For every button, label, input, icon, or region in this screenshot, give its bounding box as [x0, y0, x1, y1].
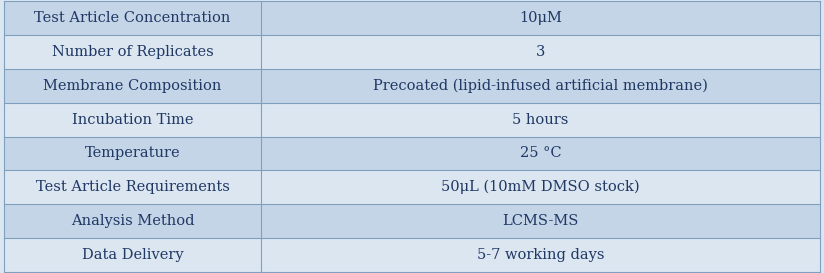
- Bar: [4, 170, 820, 204]
- Text: Incubation Time: Incubation Time: [72, 112, 194, 127]
- Bar: [4, 1, 820, 35]
- Bar: [4, 35, 820, 69]
- Text: Number of Replicates: Number of Replicates: [52, 45, 213, 59]
- Text: 25 °C: 25 °C: [520, 146, 561, 161]
- Bar: [4, 238, 820, 272]
- Bar: [4, 204, 820, 238]
- Bar: [4, 69, 820, 103]
- Bar: [4, 103, 820, 136]
- Text: Test Article Concentration: Test Article Concentration: [35, 11, 231, 25]
- Text: 50μL (10mM DMSO stock): 50μL (10mM DMSO stock): [441, 180, 639, 194]
- Text: Test Article Requirements: Test Article Requirements: [35, 180, 230, 194]
- Text: LCMS-MS: LCMS-MS: [503, 214, 578, 228]
- Text: Precoated (lipid-infused artificial membrane): Precoated (lipid-infused artificial memb…: [373, 79, 708, 93]
- Text: Analysis Method: Analysis Method: [71, 214, 194, 228]
- Text: 10μM: 10μM: [519, 11, 562, 25]
- Bar: [4, 136, 820, 170]
- Text: 5-7 working days: 5-7 working days: [477, 248, 604, 262]
- Text: Membrane Composition: Membrane Composition: [44, 79, 222, 93]
- Text: 5 hours: 5 hours: [513, 112, 569, 127]
- Text: Data Delivery: Data Delivery: [82, 248, 184, 262]
- Text: 3: 3: [536, 45, 545, 59]
- Text: Temperature: Temperature: [85, 146, 180, 161]
